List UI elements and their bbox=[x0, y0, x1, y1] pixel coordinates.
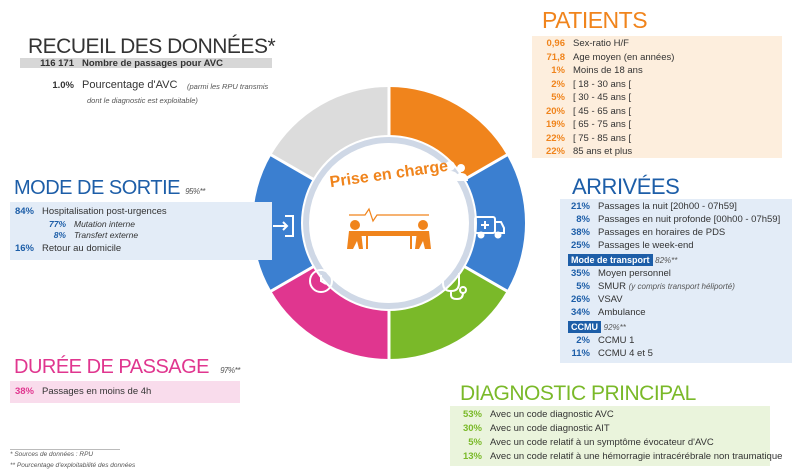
wheel-segment-recueil bbox=[271, 86, 389, 179]
transport-row: 5% SMUR (y compris transport héliporté) bbox=[576, 281, 735, 292]
sortie-title: MODE DE SORTIE 95%** bbox=[14, 177, 205, 199]
ambulance-icon bbox=[474, 216, 505, 239]
patients-row: 22%[ 75 - 85 ans [ bbox=[545, 132, 632, 144]
duree-row-0: 38% Passages en moins de 4h bbox=[14, 386, 152, 397]
stretcher-icon bbox=[347, 207, 431, 249]
diagnostic-row: 13% Avec un code relatif à une hémorragie… bbox=[462, 451, 783, 462]
ccmu-header: CCMU 92%** bbox=[568, 321, 626, 333]
diagnostic-row: 30% Avec un code diagnostic AIT bbox=[462, 423, 610, 434]
patients-bg bbox=[532, 36, 782, 158]
footnote-divider bbox=[10, 449, 120, 450]
duree-bg bbox=[10, 381, 240, 403]
recueil-underline bbox=[20, 58, 272, 68]
footnote-sources: * Sources de données : RPU bbox=[10, 451, 94, 458]
transport-row: 26% VSAV bbox=[570, 294, 623, 305]
arrivees-bg bbox=[560, 199, 792, 363]
recueil-note-2: dont le diagnostic est exploitable) bbox=[87, 96, 198, 105]
transport-row: 35% Moyen personnel bbox=[570, 268, 671, 279]
patients-row: 2%[ 18 - 30 ans [ bbox=[551, 78, 632, 90]
arrivees-row: 25% Passages le week-end bbox=[570, 240, 694, 251]
recueil-row-0: 116 171 Nombre de passages pour AVC bbox=[40, 58, 223, 69]
arrivees-row: 38% Passages en horaires de PDS bbox=[570, 227, 726, 238]
stethoscope-icon bbox=[442, 273, 467, 301]
wheel-segment-diagnostic bbox=[389, 267, 507, 359]
wheel bbox=[252, 85, 526, 361]
duree-title: DURÉE DE PASSAGE 97%** bbox=[14, 356, 240, 378]
ccmu-row: 2% CCMU 1 bbox=[576, 335, 635, 346]
recueil-note: (parmi les RPU transmis bbox=[187, 82, 269, 91]
wheel-segment-patients bbox=[389, 87, 507, 179]
diagnostic-row: 5% Avec un code relatif à un symptôme évo… bbox=[468, 437, 714, 448]
sortie-bg bbox=[10, 202, 272, 260]
transport-header: Mode de transport 82%** bbox=[568, 254, 677, 266]
patients-title: PATIENTS bbox=[542, 7, 648, 33]
patients-row: 1% Moins de 18 ans bbox=[551, 65, 643, 76]
patients-icon bbox=[441, 161, 468, 181]
patients-row: 0,96 Sex-ratio H/F bbox=[546, 38, 629, 49]
footnote-exploitabilite: ** Pourcentage d'exploitabilité des donn… bbox=[10, 462, 136, 469]
arrivees-row: 8% Passages en nuit profonde [00h00 - 07h… bbox=[576, 214, 781, 225]
sortie-row-0: 84% Hospitalisation post-urgences bbox=[14, 206, 167, 217]
patients-row: 19%[ 65 - 75 ans [ bbox=[545, 119, 632, 130]
recueil-title: RECUEIL DES DONNÉES* bbox=[28, 35, 276, 58]
patients-row: 22% 85 ans et plus bbox=[545, 146, 633, 157]
sortie-row-1: 77% Mutation interne bbox=[48, 219, 135, 229]
diagnostic-bg bbox=[450, 406, 770, 466]
diagnostic-row: 53% Avec un code diagnostic AVC bbox=[462, 409, 614, 420]
patients-row: 20%[ 45 - 65 ans [ bbox=[545, 105, 632, 117]
patients-row: 5%[ 30 - 45 ans [ bbox=[551, 92, 632, 103]
transport-row: 34% Ambulance bbox=[570, 307, 646, 318]
sortie-row-3: 16% Retour au domicile bbox=[14, 243, 122, 254]
patients-row: 71,8 Age moyen (en années) bbox=[546, 51, 675, 63]
wheel-segment-duree bbox=[271, 267, 389, 359]
arrivees-row: 21% Passages la nuit [20h00 - 07h59] bbox=[570, 201, 737, 212]
recueil-row-1: 1.0% Pourcentage d'AVC bbox=[52, 79, 178, 91]
arrivees-title: ARRIVÉES bbox=[572, 174, 680, 199]
clock-icon bbox=[309, 269, 333, 293]
exit-door-icon bbox=[273, 215, 294, 237]
sortie-row-2: 8% Transfert externe bbox=[53, 230, 139, 240]
ccmu-row: 11% CCMU 4 et 5 bbox=[571, 348, 653, 359]
diagnostic-title: DIAGNOSTIC PRINCIPAL bbox=[460, 382, 696, 405]
